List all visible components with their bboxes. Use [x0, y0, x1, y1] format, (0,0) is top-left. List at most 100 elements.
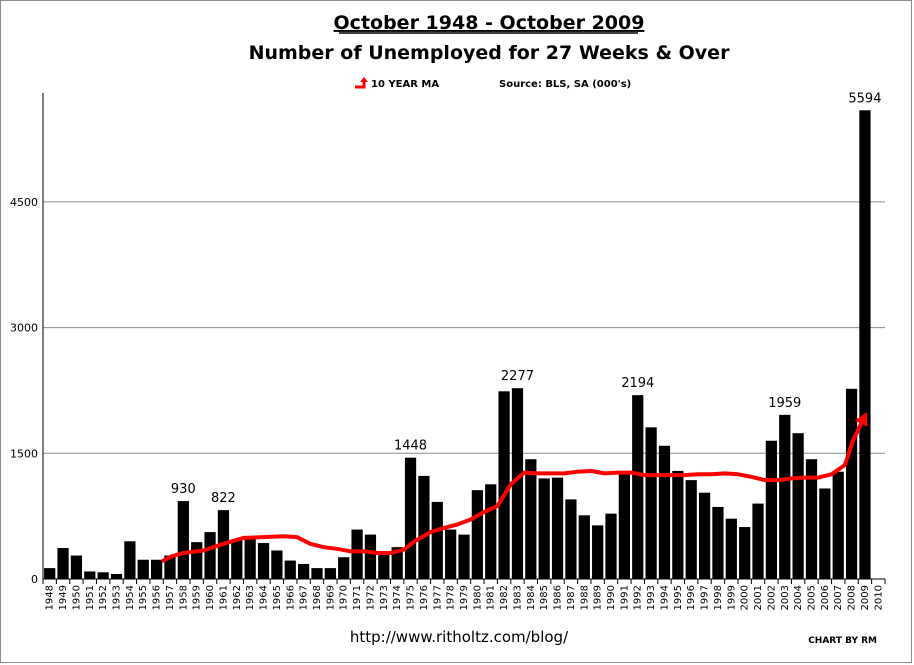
bar: [70, 555, 83, 579]
x-tick-label: 2003: [780, 585, 791, 610]
x-tick-label: 1991: [619, 585, 630, 610]
x-tick-label: 2009: [860, 585, 871, 610]
bar: [511, 388, 524, 579]
x-tick-label: 1994: [659, 585, 670, 610]
bar: [177, 501, 189, 579]
x-tick-label: 1986: [553, 585, 564, 610]
x-tick-label: 2002: [766, 585, 777, 610]
x-tick-label: 1955: [138, 585, 149, 610]
moving-average-series: [161, 412, 868, 563]
bar: [565, 499, 577, 579]
x-tick-label: 1975: [406, 585, 417, 610]
bar: [124, 541, 136, 579]
x-tick-label: 1948: [45, 585, 56, 610]
bar: [632, 395, 644, 579]
chart-title: October 1948 - October 2009: [334, 12, 645, 34]
bar: [538, 478, 550, 579]
x-tick-label: 1966: [285, 585, 296, 610]
x-tick-label: 1962: [232, 585, 243, 610]
x-tick-label: 1959: [192, 585, 203, 610]
annotations: 930 822 1448 2277 2194 1959 5594: [171, 91, 882, 506]
bar: [298, 563, 310, 579]
x-tick-label: 1950: [71, 585, 82, 610]
bar: [645, 427, 657, 579]
x-tick-label: 1970: [339, 585, 350, 610]
x-tick-label: 2004: [793, 585, 804, 610]
legend-ma-label: 10 YEAR MA: [371, 79, 439, 90]
bar: [378, 553, 390, 579]
x-tick-label: 2005: [806, 585, 817, 610]
bar: [204, 532, 216, 579]
x-tick-label: 1952: [98, 585, 109, 610]
bar: [391, 547, 403, 579]
x-tick-label: 1997: [700, 585, 711, 610]
x-tick-label: 1992: [633, 585, 644, 610]
x-tick-label: 1996: [686, 585, 697, 610]
bar: [805, 459, 818, 579]
bar: [231, 539, 243, 579]
x-tick-label: 1995: [673, 585, 684, 610]
x-tick-label: 2010: [873, 585, 884, 610]
bar: [698, 492, 711, 579]
bar: [819, 488, 831, 579]
x-axis: 1948 1949 1950 1951 1952 1953 1954 1955 1956 1957…: [42, 578, 886, 610]
x-tick-label: 1960: [205, 585, 216, 610]
x-tick-label: 1953: [112, 585, 123, 610]
x-tick-label: 1993: [646, 585, 657, 610]
x-tick-label: 1977: [432, 585, 443, 610]
x-tick-label: 1987: [566, 585, 577, 610]
bar: [44, 568, 56, 579]
x-tick-label: 1981: [486, 585, 497, 610]
bar: [845, 388, 858, 579]
bar: [191, 542, 203, 579]
x-tick-label: 1957: [165, 585, 176, 610]
x-tick-label: 1949: [58, 585, 69, 610]
x-tick-label: 2001: [753, 585, 764, 610]
x-tick-label: 1958: [178, 585, 189, 610]
y-tick-label: 0: [31, 573, 38, 586]
ma-legend-arrowhead-icon: [360, 77, 368, 82]
bar: [110, 573, 123, 579]
chart-credit: CHART BY RM: [808, 636, 877, 646]
bar: [445, 529, 457, 579]
x-tick-label: 1968: [312, 585, 323, 610]
bar: [338, 557, 350, 579]
bar: [57, 548, 69, 579]
x-tick-label: 1976: [419, 585, 430, 610]
bar: [685, 480, 697, 579]
bars: [44, 110, 871, 579]
y-tick-label: 1500: [10, 447, 38, 460]
x-tick-label: 1985: [539, 585, 550, 610]
x-tick-label: 1998: [713, 585, 724, 610]
x-tick-label: 2008: [847, 585, 858, 610]
bar: [551, 477, 564, 579]
bar: [351, 529, 363, 579]
bar: [485, 484, 497, 579]
bar: [471, 490, 483, 579]
x-tick-label: 1956: [152, 585, 163, 610]
source-url[interactable]: http://www.ritholtz.com/blog/: [350, 628, 569, 646]
bar: [244, 537, 256, 579]
x-tick-label: 1980: [472, 585, 483, 610]
bar: [324, 568, 336, 579]
bar: [364, 534, 377, 579]
bar: [271, 550, 283, 579]
bar: [311, 568, 323, 579]
y-tick-label: 4500: [10, 196, 38, 209]
bar: [284, 560, 296, 579]
bar: [739, 527, 751, 579]
x-tick-label: 1982: [499, 585, 510, 610]
x-tick-label: 1989: [593, 585, 604, 610]
x-tick-label: 1964: [259, 585, 270, 610]
bar: [458, 534, 470, 579]
bar: [431, 501, 443, 579]
bar: [84, 571, 96, 579]
bar: [592, 525, 604, 579]
bar: [137, 559, 149, 579]
bar: [257, 542, 270, 579]
bar: [832, 471, 844, 579]
x-tick-label: 1999: [726, 585, 737, 610]
bar: [97, 572, 109, 579]
